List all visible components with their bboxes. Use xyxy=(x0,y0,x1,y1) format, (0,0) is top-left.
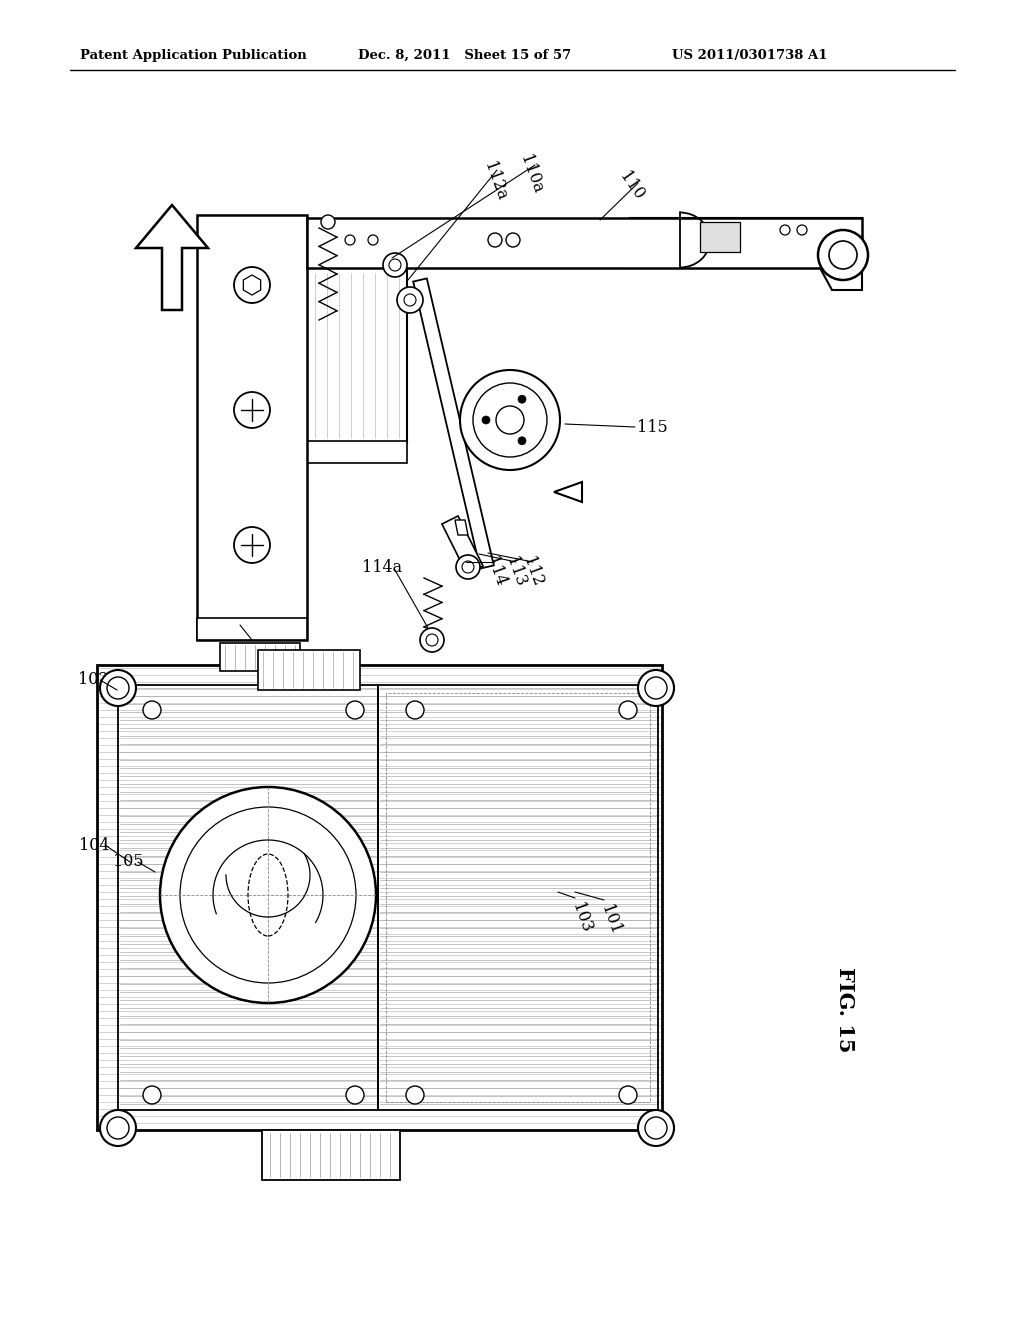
Text: 102: 102 xyxy=(78,672,109,689)
Polygon shape xyxy=(413,279,494,569)
Circle shape xyxy=(518,395,526,403)
Circle shape xyxy=(618,1086,637,1104)
Text: Patent Application Publication: Patent Application Publication xyxy=(80,49,307,62)
Circle shape xyxy=(518,437,526,445)
Circle shape xyxy=(346,701,364,719)
Circle shape xyxy=(321,215,335,228)
Circle shape xyxy=(346,1086,364,1104)
Text: FIG. 15: FIG. 15 xyxy=(835,968,855,1053)
Polygon shape xyxy=(244,275,261,294)
Polygon shape xyxy=(455,520,468,535)
Text: 114a: 114a xyxy=(362,560,402,577)
Circle shape xyxy=(143,1086,161,1104)
Polygon shape xyxy=(136,205,208,310)
Bar xyxy=(378,685,658,1110)
Text: 110a: 110a xyxy=(516,152,546,195)
Text: 104: 104 xyxy=(79,837,110,854)
Circle shape xyxy=(482,416,490,424)
Circle shape xyxy=(638,671,674,706)
Text: 112a: 112a xyxy=(480,160,510,202)
Circle shape xyxy=(100,671,136,706)
Circle shape xyxy=(383,253,407,277)
Polygon shape xyxy=(442,516,483,574)
Circle shape xyxy=(180,807,356,983)
Polygon shape xyxy=(630,218,862,290)
Circle shape xyxy=(234,267,270,304)
Circle shape xyxy=(506,234,520,247)
Circle shape xyxy=(143,701,161,719)
Text: 105: 105 xyxy=(113,854,143,870)
Bar xyxy=(307,441,407,463)
Circle shape xyxy=(106,1117,129,1139)
Circle shape xyxy=(496,407,524,434)
Circle shape xyxy=(638,1110,674,1146)
Text: 110: 110 xyxy=(616,168,647,203)
Bar xyxy=(700,222,740,252)
Bar xyxy=(258,649,360,690)
Text: 113: 113 xyxy=(502,554,528,589)
Circle shape xyxy=(406,701,424,719)
Bar xyxy=(307,268,407,444)
Circle shape xyxy=(160,787,376,1003)
Text: US 2011/0301738 A1: US 2011/0301738 A1 xyxy=(672,49,827,62)
Circle shape xyxy=(618,701,637,719)
Circle shape xyxy=(420,628,444,652)
Bar xyxy=(307,218,862,268)
Bar xyxy=(220,643,300,671)
Circle shape xyxy=(406,1086,424,1104)
Text: 101: 101 xyxy=(597,902,624,937)
Circle shape xyxy=(426,634,438,645)
Bar xyxy=(197,215,307,640)
Circle shape xyxy=(456,554,480,579)
Circle shape xyxy=(368,235,378,246)
Text: Dec. 8, 2011   Sheet 15 of 57: Dec. 8, 2011 Sheet 15 of 57 xyxy=(358,49,571,62)
Bar xyxy=(262,1130,400,1180)
Bar xyxy=(118,685,378,1110)
Text: 103: 103 xyxy=(568,900,595,935)
Circle shape xyxy=(645,1117,667,1139)
Circle shape xyxy=(389,259,401,271)
Text: 100: 100 xyxy=(222,616,253,634)
Circle shape xyxy=(397,286,423,313)
Circle shape xyxy=(404,294,416,306)
Circle shape xyxy=(460,370,560,470)
Circle shape xyxy=(488,234,502,247)
Circle shape xyxy=(797,224,807,235)
Circle shape xyxy=(780,224,790,235)
Text: 114: 114 xyxy=(482,554,509,589)
Bar xyxy=(97,665,662,1130)
Text: 112: 112 xyxy=(519,554,546,589)
Bar xyxy=(197,618,307,640)
Circle shape xyxy=(234,527,270,564)
Circle shape xyxy=(345,235,355,246)
Circle shape xyxy=(829,242,857,269)
Bar xyxy=(386,693,650,1102)
Circle shape xyxy=(462,561,474,573)
Circle shape xyxy=(473,383,547,457)
Circle shape xyxy=(106,677,129,700)
Circle shape xyxy=(100,1110,136,1146)
Circle shape xyxy=(234,392,270,428)
Text: 115: 115 xyxy=(637,418,668,436)
Circle shape xyxy=(645,677,667,700)
Circle shape xyxy=(818,230,868,280)
